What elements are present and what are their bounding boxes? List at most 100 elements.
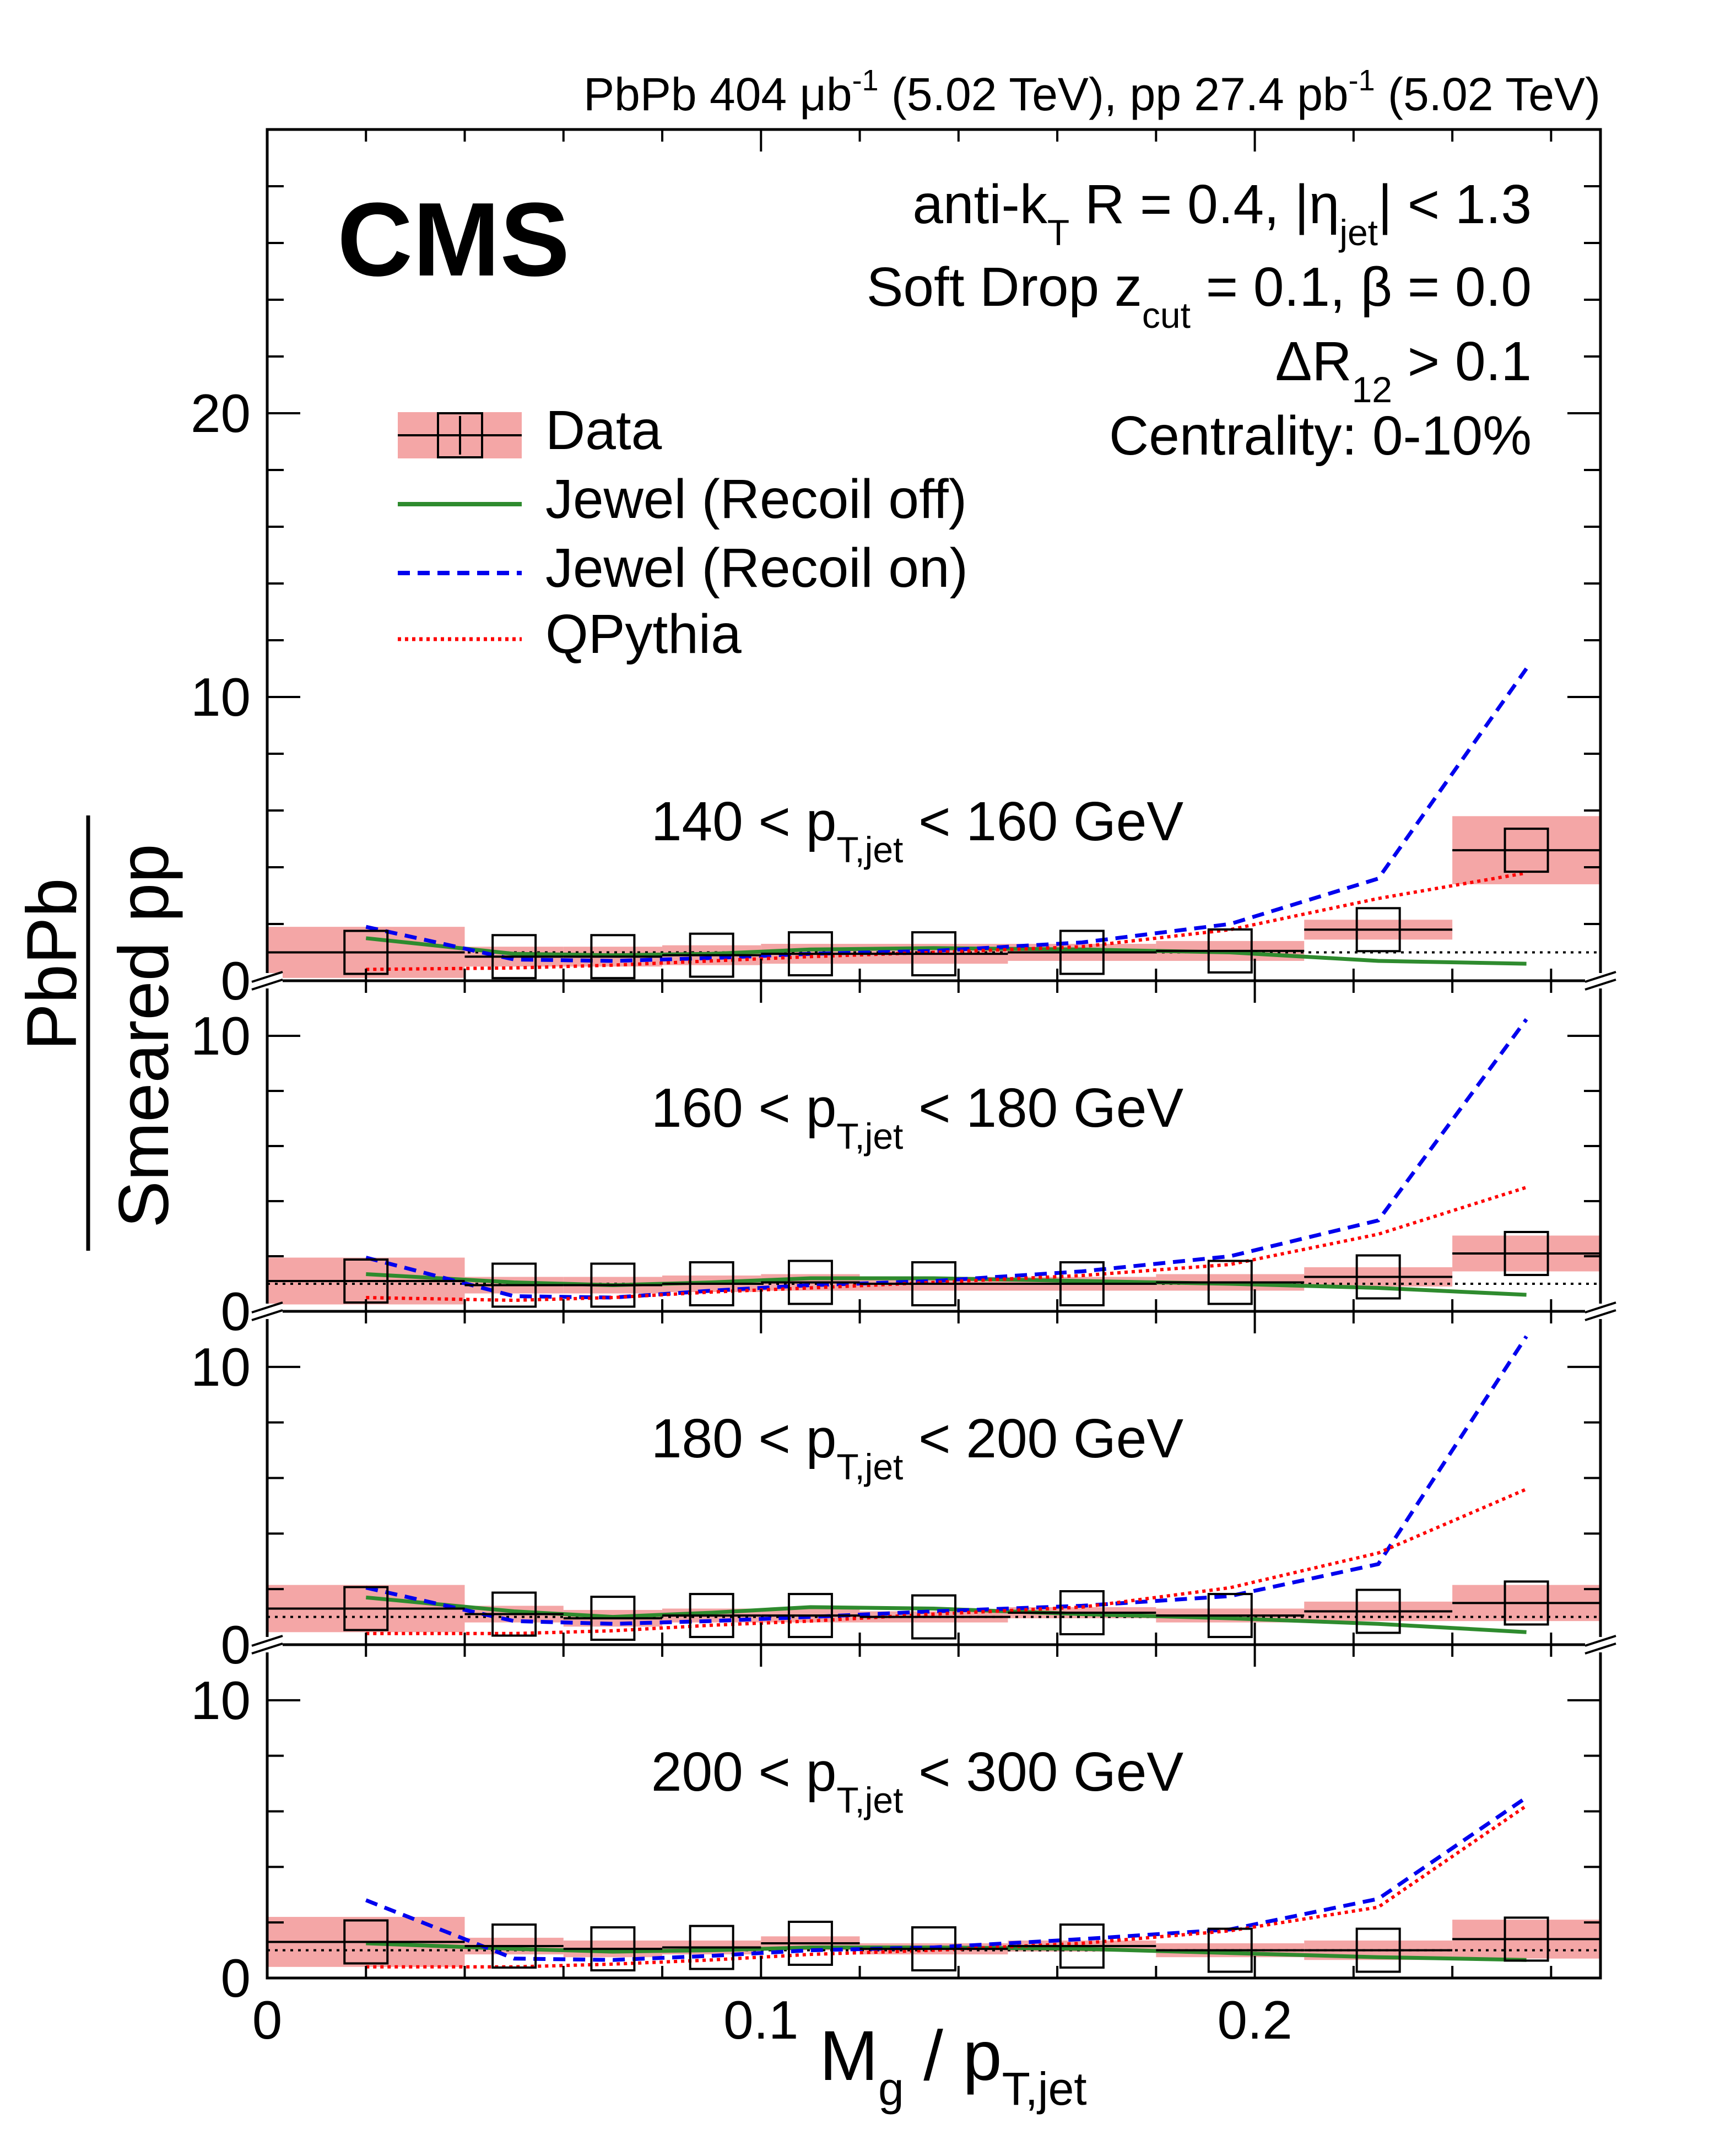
lumi-unit: μb xyxy=(799,68,852,120)
y-label-denominator: Smeared pp xyxy=(105,844,183,1228)
data-point xyxy=(1059,1590,1105,1636)
panel-plot-area xyxy=(267,1796,1600,1973)
series-recoil-off-line xyxy=(366,1272,1527,1297)
data-point xyxy=(590,934,636,980)
data-point xyxy=(787,1920,833,1966)
y-tick-label: 10 xyxy=(191,1670,251,1731)
data-point xyxy=(491,934,537,980)
panel-label-text: < 300 GeV xyxy=(903,1741,1183,1803)
axis-break-mark xyxy=(1584,979,1616,991)
axis-break-mark xyxy=(251,979,283,991)
data-point xyxy=(1355,1254,1401,1300)
legend-label-recoil-on: Jewel (Recoil on) xyxy=(545,537,968,599)
info-subscript: 12 xyxy=(1352,369,1392,410)
data-point xyxy=(911,1261,956,1306)
data-point xyxy=(1059,930,1105,975)
panel-label: 140 < pT,jet < 160 GeV xyxy=(651,791,1183,870)
data-point xyxy=(1504,1916,1549,1962)
legend-data-marker xyxy=(437,412,483,458)
panel-label-subscript: T,jet xyxy=(836,1116,903,1157)
x-label-subscript: T,jet xyxy=(1002,2063,1087,2115)
data-point xyxy=(911,931,956,977)
axis-break-mark xyxy=(251,1635,283,1647)
panel-3: 0 10 180 < pT,jet < 200 GeV xyxy=(191,1301,1616,1675)
x-label-text: / p xyxy=(904,2017,1002,2095)
panel-label-text: < 180 GeV xyxy=(903,1077,1183,1139)
y-tick-label: 10 xyxy=(191,667,251,727)
y-tick-label: 10 xyxy=(191,1337,251,1397)
luminosity-header: PbPb 404 μb-1 (5.02 TeV), pp 27.4 pb-1 (… xyxy=(583,64,1600,120)
panel-label: 200 < pT,jet < 300 GeV xyxy=(651,1741,1183,1820)
data-point xyxy=(787,1260,833,1305)
cms-label: CMS xyxy=(337,181,570,298)
data-point xyxy=(1504,1580,1549,1626)
data-point xyxy=(1355,1588,1401,1634)
y-tick-label: 0 xyxy=(220,950,251,1011)
y-tick-label: 10 xyxy=(191,1006,251,1066)
lumi-superscript: -1 xyxy=(1349,64,1375,97)
info-line-centrality: Centrality: 0-10% xyxy=(1109,405,1532,467)
axis-break-mark xyxy=(251,971,283,983)
panel-plot-area xyxy=(267,667,1600,980)
data-point xyxy=(689,1925,734,1970)
legend-label-qpythia: QPythia xyxy=(545,603,742,665)
lumi-part: PbPb 404 xyxy=(583,68,799,120)
panel-4: 0 10 200 < pT,jet < 300 GeV xyxy=(191,1635,1616,2008)
legend-label-recoil-off: Jewel (Recoil off) xyxy=(545,468,967,530)
panel-label: 160 < pT,jet < 180 GeV xyxy=(651,1077,1183,1157)
panel-plot-area xyxy=(267,1335,1600,1641)
x-tick-label: 0.2 xyxy=(1217,1990,1292,2050)
lumi-superscript: -1 xyxy=(852,64,879,97)
data-point xyxy=(689,932,734,978)
panel-label-text: 140 < p xyxy=(651,791,836,852)
x-tick-label: 0 xyxy=(252,1990,283,2050)
data-point xyxy=(590,1262,636,1308)
panel-label-subscript: T,jet xyxy=(836,1446,903,1487)
series-recoil-on-line xyxy=(365,1018,1528,1300)
info-text: > 0.1 xyxy=(1392,331,1532,392)
data-point xyxy=(1504,1231,1549,1276)
info-subscript: jet xyxy=(1338,212,1378,253)
series-qpythia-line xyxy=(366,871,1527,971)
info-subscript: T xyxy=(1047,212,1069,253)
data-point xyxy=(689,1593,734,1639)
panel-label-text: 160 < p xyxy=(651,1077,836,1139)
data-point xyxy=(911,1594,956,1640)
panel-label-text: 180 < p xyxy=(651,1408,836,1469)
axis-break-mark xyxy=(1584,1309,1616,1321)
info-text: ΔR xyxy=(1275,331,1352,392)
data-point xyxy=(590,1596,636,1641)
panel-label-text: < 200 GeV xyxy=(903,1408,1183,1469)
x-tick-label: 0.1 xyxy=(723,1990,798,2050)
x-label-subscript: g xyxy=(878,2063,904,2115)
x-axis-label: Mg / pT,jet xyxy=(819,2017,1086,2115)
panel-label-text: < 160 GeV xyxy=(903,791,1183,852)
panel-label: 180 < pT,jet < 200 GeV xyxy=(651,1408,1183,1487)
panel-2: 0 10 160 < pT,jet < 180 GeV xyxy=(191,971,1616,1342)
data-point xyxy=(343,1919,389,1965)
series-recoil-off-line xyxy=(365,936,1527,966)
info-line-softdrop: Soft Drop zcut = 0.1, β = 0.0 xyxy=(867,256,1532,336)
legend-label-data: Data xyxy=(545,399,662,461)
series-qpythia-line xyxy=(366,1804,1528,1969)
panel-plot-area xyxy=(267,1018,1600,1308)
lumi-part: (5.02 TeV) xyxy=(1375,68,1600,120)
data-point xyxy=(1207,928,1253,974)
axis-break-mark xyxy=(1584,1301,1616,1314)
data-point xyxy=(491,1262,537,1308)
y-tick-label: 0 xyxy=(220,1614,251,1675)
panel-label-subscript: T,jet xyxy=(836,1780,903,1820)
data-point xyxy=(1059,1261,1105,1306)
data-point xyxy=(1355,1927,1401,1973)
y-label-numerator: PbPb xyxy=(13,878,91,1050)
data-point xyxy=(1504,828,1549,873)
axis-break-mark xyxy=(1584,971,1616,983)
y-tick-label: 20 xyxy=(191,383,251,444)
data-point xyxy=(911,1926,956,1972)
series-qpythia-line xyxy=(366,1186,1527,1303)
data-point xyxy=(491,1923,537,1969)
data-point xyxy=(787,931,833,977)
